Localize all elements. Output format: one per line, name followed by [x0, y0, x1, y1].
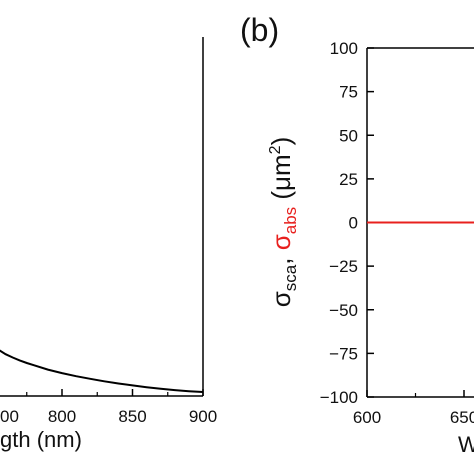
panel-b-y-axis-label: σsca, σabs (μm2): [266, 137, 300, 308]
panel-a-x-tick-label: 800: [48, 407, 76, 426]
ylabel-unit-close: ): [266, 137, 296, 146]
panel-b-y-tick-label: 100: [330, 39, 358, 58]
svg-text:σsca, σabs (μm2): σsca, σabs (μm2): [266, 137, 300, 308]
panel-b-x-tick-label: 650: [450, 408, 474, 427]
ylabel-unit: (μm: [266, 154, 296, 207]
panel-b-y-tick-label: −75: [329, 344, 358, 363]
panel-b-x-tick-label: 600: [353, 408, 381, 427]
sigma-sca-subscript: sca: [281, 264, 300, 291]
panel-a: 00 800 850 900 gth (nm): [0, 37, 217, 452]
panel-b-y-tick-label: 50: [339, 126, 358, 145]
panel-a-x-ticks: 00 800 850 900: [0, 389, 217, 426]
ylabel-unit-superscript: 2: [267, 145, 284, 154]
panel-a-x-axis-label: gth (nm): [0, 427, 82, 452]
panel-a-x-tick-label: 00: [0, 407, 19, 426]
panel-b: (b) σsca, σabs (μm2) 1007550250−25−50−75…: [240, 12, 474, 457]
sigma-sca-symbol: σ: [266, 291, 296, 307]
panel-b-y-tick-label: 0: [349, 214, 358, 233]
panel-b-x-axis-label: W: [458, 432, 474, 457]
sigma-abs-subscript: abs: [281, 207, 300, 234]
panel-b-x-ticks: 600 650: [353, 390, 474, 427]
panel-b-y-tick-label: 75: [339, 83, 358, 102]
panel-b-y-tick-label: −25: [329, 257, 358, 276]
panel-b-y-tick-label: 25: [339, 170, 358, 189]
panel-a-x-tick-label: 900: [189, 407, 217, 426]
panel-b-letter: (b): [240, 12, 279, 48]
panel-b-y-ticks: 100 75 50 25 0 −25 −50 −75 −100: [320, 39, 374, 407]
sigma-abs-symbol: σ: [266, 234, 296, 250]
panel-b-y-tick-label: −100: [320, 388, 358, 407]
panel-a-series-line: [0, 349, 204, 393]
ylabel-comma: ,: [266, 250, 296, 264]
panel-a-x-tick-label: 850: [118, 407, 146, 426]
panel-b-y-tick-label: −50: [329, 301, 358, 320]
